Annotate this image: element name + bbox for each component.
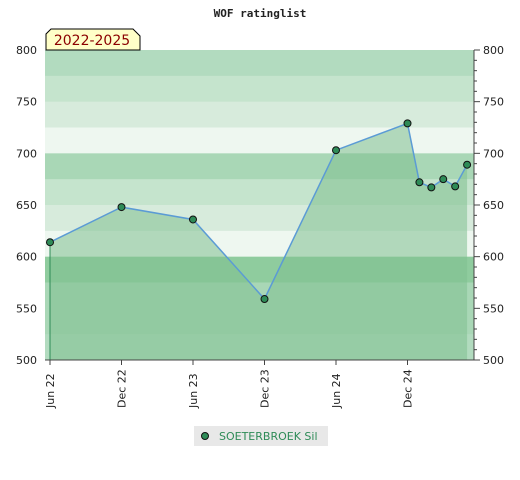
- x-tick-label: Dec 22: [116, 369, 129, 408]
- x-tick-label: Dec 23: [259, 369, 272, 408]
- y-tick-label-left: 700: [16, 147, 37, 160]
- data-point: [439, 175, 448, 184]
- data-point: [415, 178, 424, 187]
- data-point: [117, 203, 126, 212]
- y-tick-label-right: 750: [483, 96, 504, 109]
- chart-title: WOF ratinglist: [214, 7, 307, 20]
- y-tick-label-right: 650: [483, 199, 504, 212]
- background-band: [45, 75, 474, 103]
- y-tick-label-left: 650: [16, 199, 37, 212]
- y-axis-left: 500 550 600 650 700 750 800: [16, 44, 37, 367]
- legend-marker: [201, 432, 209, 440]
- x-tick-label: Jun 23: [187, 373, 200, 409]
- y-tick-label-left: 550: [16, 302, 37, 315]
- y-tick-label-right: 600: [483, 251, 504, 264]
- data-point: [189, 215, 197, 224]
- data-points: [46, 119, 472, 304]
- period-badge-shape: [45, 28, 141, 51]
- x-tick-label: Jun 22: [44, 373, 57, 409]
- y-tick-label-left: 600: [16, 251, 37, 264]
- background-band: [45, 50, 474, 77]
- rating-area-fill: [50, 123, 468, 361]
- data-point: [260, 295, 269, 304]
- data-point: [451, 182, 460, 191]
- x-axis: Jun 22 Dec 22 Jun 23 Dec 23 Jun 24 Dec 24: [44, 359, 474, 409]
- x-tick-label: Dec 24: [402, 369, 415, 408]
- y-axis-right: 500 550 600 650 700 750 800: [473, 44, 504, 367]
- data-point: [403, 119, 412, 128]
- background-band: [45, 101, 474, 128]
- y-tick-label-left: 750: [16, 96, 37, 109]
- data-point: [332, 146, 340, 155]
- legend-series-name: SOETERBROEK Sil: [219, 430, 318, 443]
- y-tick-label-left: 800: [16, 44, 37, 57]
- legend-box: [194, 426, 328, 446]
- y-tick-label-right: 500: [483, 354, 504, 367]
- period-badge-label: 2022-2025: [54, 33, 130, 49]
- y-tick-label-right: 700: [483, 147, 504, 160]
- y-tick-label-right: 800: [483, 44, 504, 57]
- x-tick-label: Jun 24: [330, 373, 343, 409]
- data-point: [463, 160, 472, 169]
- data-point: [46, 238, 54, 247]
- period-badge[interactable]: 2022-2025: [45, 28, 141, 51]
- data-point: [427, 183, 436, 192]
- y-tick-label-left: 500: [16, 354, 37, 367]
- y-tick-label-right: 550: [483, 302, 504, 315]
- legend: SOETERBROEK Sil: [194, 426, 328, 446]
